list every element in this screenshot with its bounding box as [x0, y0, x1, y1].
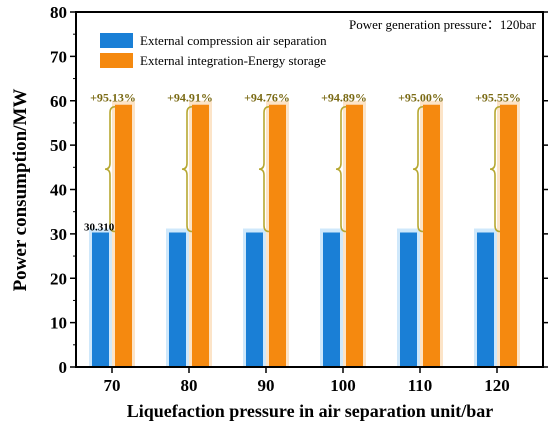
increase-brace	[181, 105, 193, 233]
bar-external-integration	[423, 104, 440, 368]
y-tick-label: 50	[50, 136, 67, 155]
bar-external-compression	[169, 232, 186, 367]
bar-external-integration	[269, 104, 286, 368]
legend-swatch-external-integration	[100, 53, 133, 68]
increase-brace	[412, 105, 424, 233]
increase-label: +95.00%	[398, 91, 444, 105]
bars	[92, 104, 517, 368]
x-tick-label: 70	[104, 376, 121, 395]
legend: External compression air separation Exte…	[100, 33, 327, 68]
y-tick-label: 80	[50, 3, 67, 22]
increase-brace	[489, 105, 501, 233]
x-ticks: 70 80 90 100 110 120	[104, 367, 510, 395]
x-tick-label: 80	[181, 376, 198, 395]
data-labels: +95.13% +94.91% +94.76% +94.89% +95.00% +95.5…	[84, 91, 521, 234]
bar-value-label: 30.310	[84, 221, 115, 233]
legend-swatch-external-compression	[100, 33, 133, 48]
y-tick-label: 0	[59, 358, 68, 377]
increase-label: +94.76%	[244, 91, 290, 105]
y-tick-label: 40	[50, 181, 67, 200]
increase-label: +95.13%	[90, 91, 136, 105]
x-tick-label: 90	[258, 376, 275, 395]
x-axis-label: Liquefaction pressure in air separation …	[127, 401, 494, 421]
bar-external-compression	[400, 232, 417, 367]
y-ticks: 0 10 20 30 40 50 60 70 80	[50, 3, 548, 377]
bar-shadow-bands	[89, 100, 520, 368]
increase-braces	[104, 105, 501, 233]
bar-external-integration	[346, 104, 363, 368]
x-tick-label: 100	[330, 376, 356, 395]
bar-external-integration	[115, 104, 132, 368]
power-generation-annotation: Power generation pressure：120bar	[349, 17, 537, 32]
x-tick-label: 110	[408, 376, 433, 395]
y-axis-label: Power consumption/MW	[10, 89, 31, 292]
legend-label-external-compression: External compression air separation	[140, 33, 327, 48]
y-tick-label: 70	[50, 47, 67, 66]
bar-external-compression	[92, 232, 109, 367]
increase-label: +95.55%	[475, 91, 521, 105]
y-tick-label: 10	[50, 314, 67, 333]
increase-brace	[335, 105, 347, 233]
y-tick-label: 60	[50, 92, 67, 111]
legend-label-external-integration: External integration-Energy storage	[140, 53, 326, 68]
increase-brace	[104, 105, 116, 233]
y-tick-label: 30	[50, 225, 67, 244]
increase-brace	[258, 105, 270, 233]
bar-external-compression	[477, 232, 494, 367]
bar-external-integration	[192, 104, 209, 368]
bar-external-compression	[323, 232, 340, 367]
x-tick-label: 120	[484, 376, 510, 395]
bar-external-integration	[500, 104, 517, 368]
bar-external-compression	[246, 232, 263, 367]
increase-label: +94.91%	[167, 91, 213, 105]
y-tick-label: 20	[50, 269, 67, 288]
increase-label: +94.89%	[321, 91, 367, 105]
